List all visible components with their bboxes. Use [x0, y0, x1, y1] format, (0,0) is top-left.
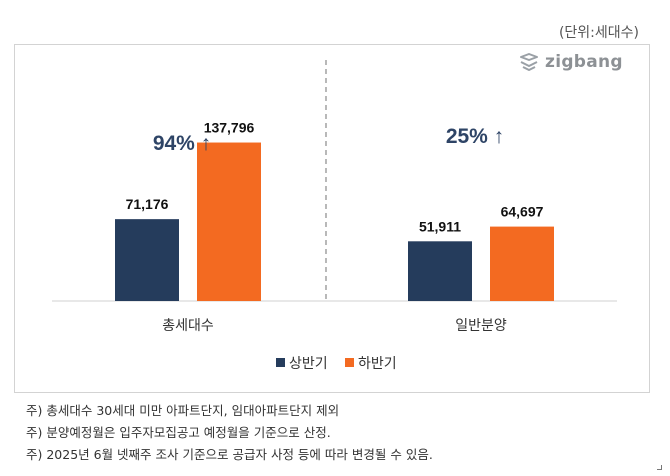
data-label: 51,911 [419, 218, 461, 234]
growth-label: 25% ↑ [446, 125, 504, 148]
growth-label: 94% ↑ [153, 132, 211, 155]
legend-swatch [276, 358, 285, 367]
footnote-3: 주) 2025년 6월 넷째주 조사 기준으로 공급자 사정 등에 따라 변경될… [26, 447, 433, 462]
bar-first-half-2 [408, 241, 472, 301]
chart-frame [14, 44, 650, 393]
footnote-1: 주) 총세대수 30세대 미만 아파트단지, 임대아파트단지 제외 [26, 403, 340, 418]
bar-chart: 71,176 137,796 총세대수 94% ↑ 51,911 64,697 일반분양 25… [52, 60, 617, 372]
bar-second-half-1 [197, 142, 261, 301]
data-label: 71,176 [126, 196, 169, 212]
legend-label: 상반기 [289, 356, 328, 372]
logo-text: zigbang [545, 52, 623, 72]
brand-logo: zigbang [518, 52, 623, 72]
legend-swatch [345, 358, 354, 367]
unit-label: (단위:세대수) [558, 25, 639, 41]
data-label: 64,697 [501, 204, 544, 220]
data-label: 137,796 [204, 120, 255, 136]
bar-first-half-1 [115, 219, 179, 301]
category-label: 일반분양 [455, 318, 507, 334]
zigbang-logo-icon [520, 53, 538, 71]
category-label: 총세대수 [162, 318, 214, 334]
footnote-2: 주) 분양예정월은 입주자모집공고 예정월을 기준으로 산정. [26, 425, 331, 440]
legend-label: 하반기 [358, 356, 397, 372]
footnotes: 주) 총세대수 30세대 미만 아파트단지, 임대아파트단지 제외 주) 분양예… [26, 400, 433, 466]
bar-second-half-2 [490, 226, 554, 301]
corner-mark [657, 465, 662, 470]
